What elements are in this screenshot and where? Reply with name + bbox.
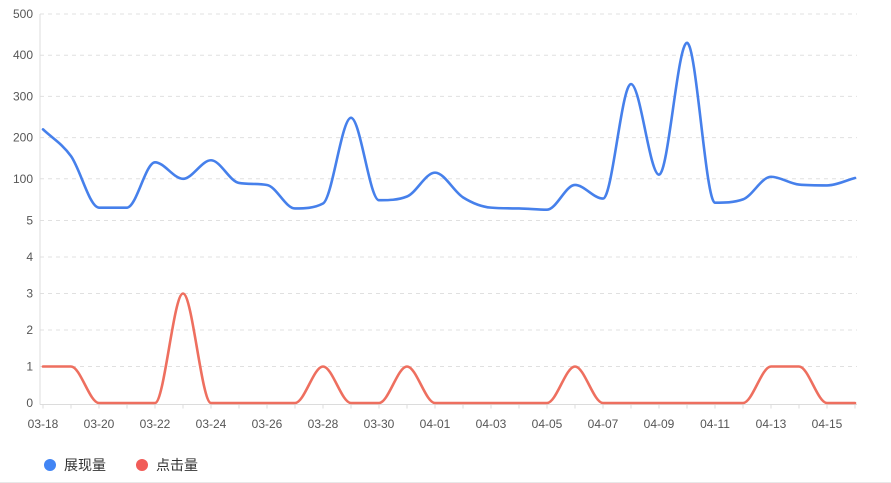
y-axis-bottom-tick-label: 0	[26, 396, 33, 410]
legend-marker-clicks-icon	[136, 459, 148, 471]
clicks-line	[41, 292, 857, 405]
y-axis-bottom-tick-label: 5	[26, 214, 33, 228]
legend-item-impressions[interactable]: 展现量	[44, 455, 106, 475]
x-axis-tick-label: 03-28	[308, 417, 339, 431]
x-axis-tick-label: 04-03	[476, 417, 507, 431]
x-axis-tick-label: 04-05	[532, 417, 563, 431]
x-axis-tick-label: 03-18	[28, 417, 59, 431]
x-axis-tick-label: 04-09	[644, 417, 675, 431]
legend-label-impressions: 展现量	[64, 457, 106, 473]
x-axis-tick-label: 04-13	[756, 417, 787, 431]
y-axis-top-tick-label: 300	[13, 89, 33, 103]
y-axis-top-tick-label: 100	[13, 172, 33, 186]
legend-label-clicks: 点击量	[156, 457, 198, 473]
y-axis-bottom-tick-label: 2	[26, 323, 33, 337]
x-axis-tick-label: 04-01	[420, 417, 451, 431]
x-axis-tick-label: 03-30	[364, 417, 395, 431]
legend-marker-impressions-icon	[44, 459, 56, 471]
x-axis-tick-label: 03-26	[252, 417, 283, 431]
x-axis-tick-label: 04-11	[700, 417, 730, 431]
y-axis-bottom-tick-label: 4	[26, 250, 33, 264]
y-axis-top-tick-label: 400	[13, 48, 33, 62]
chart-legend: 展现量 点击量	[44, 455, 198, 475]
y-axis-bottom-tick-label: 1	[26, 360, 33, 374]
impressions-line	[41, 41, 857, 212]
y-axis-top-tick-label: 200	[13, 131, 33, 145]
y-axis-bottom-tick-label: 3	[26, 287, 33, 301]
x-axis-tick-label: 03-22	[140, 417, 171, 431]
x-axis-tick-label: 03-24	[196, 417, 227, 431]
x-axis-tick-label: 04-15	[812, 417, 843, 431]
legend-item-clicks[interactable]: 点击量	[136, 455, 198, 475]
x-axis-tick-label: 04-07	[588, 417, 619, 431]
x-axis-tick-label: 03-20	[84, 417, 115, 431]
y-axis-top-tick-label: 500	[13, 7, 33, 21]
